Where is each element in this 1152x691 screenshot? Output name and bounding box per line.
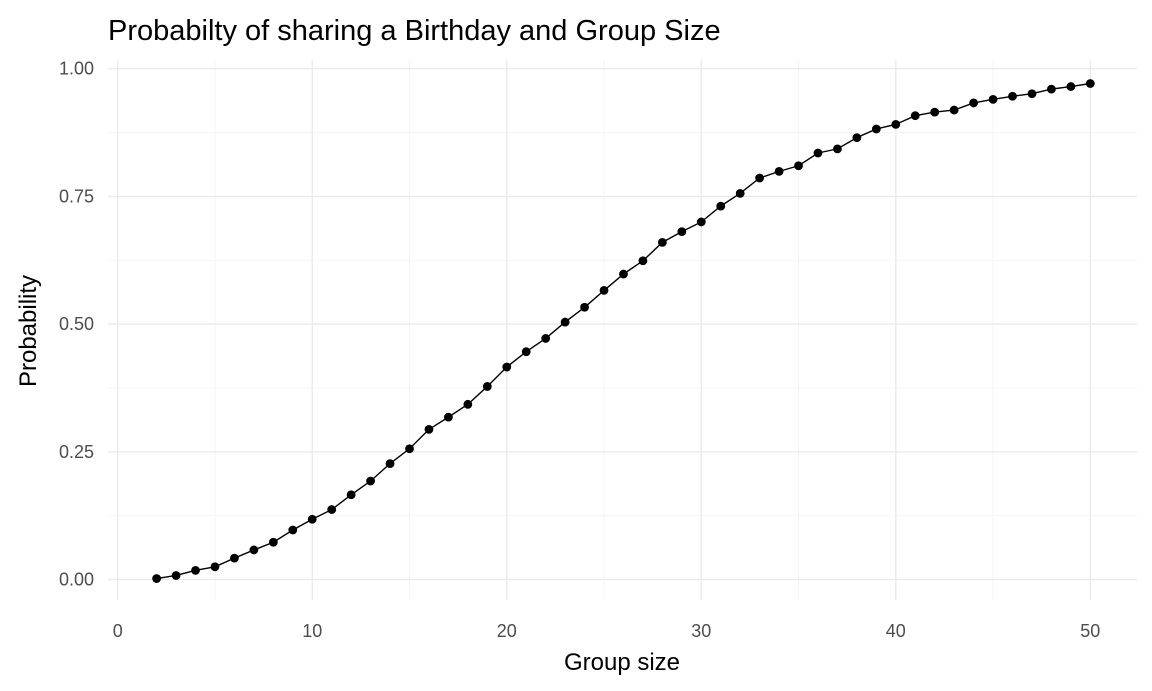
data-point xyxy=(560,317,570,327)
data-point xyxy=(774,166,784,176)
data-point xyxy=(910,111,920,121)
data-point xyxy=(482,382,492,391)
data-point xyxy=(327,505,337,514)
x-tick-label: 20 xyxy=(497,621,517,641)
y-tick-label: 0.00 xyxy=(59,570,94,590)
data-point xyxy=(191,565,200,575)
data-point xyxy=(366,476,375,486)
data-point xyxy=(288,525,298,535)
data-point xyxy=(385,459,395,468)
data-point xyxy=(969,98,979,108)
data-point xyxy=(833,144,842,154)
tick-labels: 0 10 20 30 40 50 0.00 0.25 0.50 0.75 1.00 xyxy=(59,59,1100,641)
data-point xyxy=(210,562,220,572)
data-point xyxy=(755,173,765,183)
data-point xyxy=(580,302,589,312)
series-line xyxy=(156,82,1091,580)
data-point xyxy=(716,201,726,211)
data-point xyxy=(502,362,512,372)
data-point xyxy=(599,286,609,295)
data-point xyxy=(230,553,239,563)
data-point xyxy=(1066,82,1076,91)
data-point xyxy=(871,124,881,134)
y-tick-label: 1.00 xyxy=(59,59,94,79)
data-point xyxy=(541,334,551,343)
y-tick-label: 0.75 xyxy=(59,186,94,206)
data-point xyxy=(677,227,687,237)
data-point xyxy=(852,133,862,143)
x-tick-label: 50 xyxy=(1080,621,1100,641)
data-point xyxy=(891,119,901,129)
x-tick-label: 10 xyxy=(302,621,322,641)
x-tick-label: 30 xyxy=(691,621,711,641)
data-point xyxy=(424,424,434,434)
data-point xyxy=(930,107,940,117)
grid xyxy=(108,60,1137,600)
data-point xyxy=(405,444,414,454)
data-point xyxy=(521,347,531,357)
series-layer xyxy=(152,79,1095,583)
data-point xyxy=(463,399,473,409)
data-point xyxy=(619,269,628,279)
data-point xyxy=(1008,91,1017,101)
data-point xyxy=(249,545,259,555)
data-point xyxy=(696,217,706,227)
data-point xyxy=(171,571,181,580)
y-tick-label: 0.25 xyxy=(59,442,94,462)
data-point xyxy=(152,574,162,583)
data-point xyxy=(794,161,803,171)
data-point xyxy=(813,148,823,158)
data-point xyxy=(346,490,356,500)
data-point xyxy=(1047,84,1056,94)
y-tick-label: 0.50 xyxy=(59,314,94,334)
x-tick-label: 40 xyxy=(886,621,906,641)
data-point xyxy=(444,412,453,422)
data-point xyxy=(1027,89,1037,99)
x-tick-label: 0 xyxy=(113,621,123,641)
data-point xyxy=(735,188,745,198)
data-point xyxy=(638,256,648,266)
data-point xyxy=(988,94,998,104)
data-point xyxy=(949,105,959,115)
chart-title: Probabilty of sharing a Birthday and Gro… xyxy=(108,15,721,47)
data-point xyxy=(307,514,317,524)
x-axis-title: Group size xyxy=(564,649,680,676)
data-point xyxy=(1085,79,1095,88)
data-point xyxy=(268,537,278,547)
data-point xyxy=(657,237,667,247)
y-axis-title: Probability xyxy=(15,275,42,387)
